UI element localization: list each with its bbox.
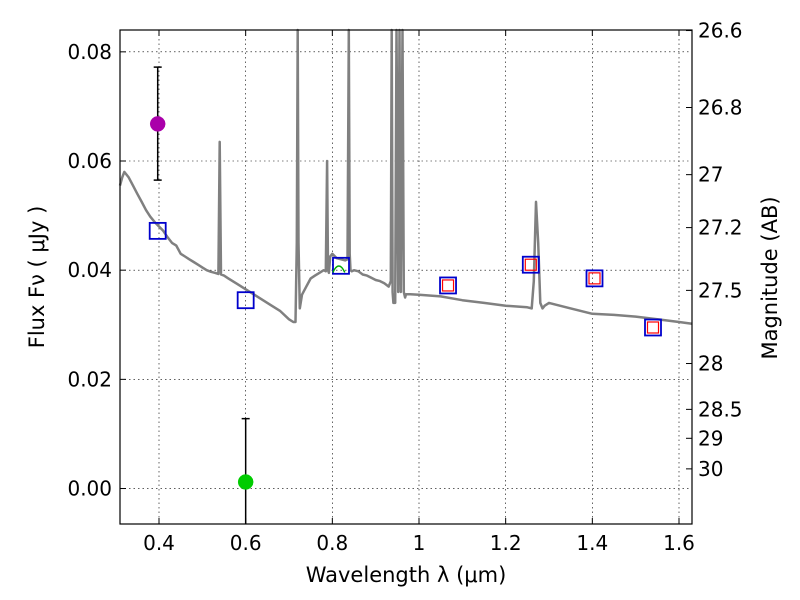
synthetic-square-marker [588, 272, 601, 285]
spectrum-layer [118, 28, 693, 325]
mag-tick-label: 28.5 [698, 397, 743, 421]
mag-tick-label: 27.2 [698, 216, 743, 240]
markers-layer [148, 66, 662, 524]
observed-point-marker [237, 474, 254, 490]
grid-lines [120, 30, 692, 524]
y-tick-label: 0.02 [67, 367, 112, 391]
model-square-marker [521, 255, 540, 274]
x-tick-label: 1.2 [490, 531, 522, 555]
y-tick-label: 0.04 [67, 258, 112, 282]
model-square-marker [439, 276, 457, 295]
mag-tick-label: 30 [698, 457, 723, 481]
x-tick-label: 1.6 [663, 531, 695, 555]
y-tick-label: 0.06 [67, 149, 112, 173]
spectrum-line [118, 28, 693, 325]
x-tick-label: 0.8 [316, 531, 348, 555]
x-tick-label: 1 [413, 531, 426, 555]
synthetic-square-marker [646, 321, 660, 334]
x-axis-label: Wavelength λ (μm) [306, 563, 507, 587]
x-tick-label: 1.4 [576, 531, 608, 555]
model-square-marker [585, 269, 604, 288]
y-tick-label: 0.00 [67, 477, 112, 501]
x-tick-label: 0.4 [143, 531, 175, 555]
mag-tick-label: 29 [698, 426, 723, 450]
ticks-layer: 0.4 0.6 0.8 1 1.2 1.4 1.6 0.00 0.02 0.04 0.06 0.08 2… [67, 19, 742, 555]
synthetic-square-marker [524, 258, 537, 271]
mag-tick-label: 27 [698, 163, 723, 187]
mag-tick-label: 28 [698, 352, 723, 376]
synthetic-square-marker [441, 279, 455, 292]
model-square-marker [148, 221, 167, 240]
observed-point-marker [149, 116, 166, 132]
y2-axis-label: Magnitude (AB) [758, 196, 782, 359]
model-square-marker [644, 318, 662, 337]
y-tick-label: 0.08 [67, 40, 112, 64]
mag-tick-label: 27.5 [698, 278, 743, 302]
mag-tick-label: 26.6 [698, 19, 743, 43]
mag-tick-label: 26.8 [698, 96, 743, 120]
plot-frame [119, 29, 693, 525]
model-square-marker [236, 291, 255, 310]
model-square-marker [332, 256, 350, 275]
x-tick-label: 0.6 [230, 531, 262, 555]
green-inner-arc [332, 265, 346, 273]
y-axis-label: Flux Fν ( μJy ) [25, 206, 49, 349]
